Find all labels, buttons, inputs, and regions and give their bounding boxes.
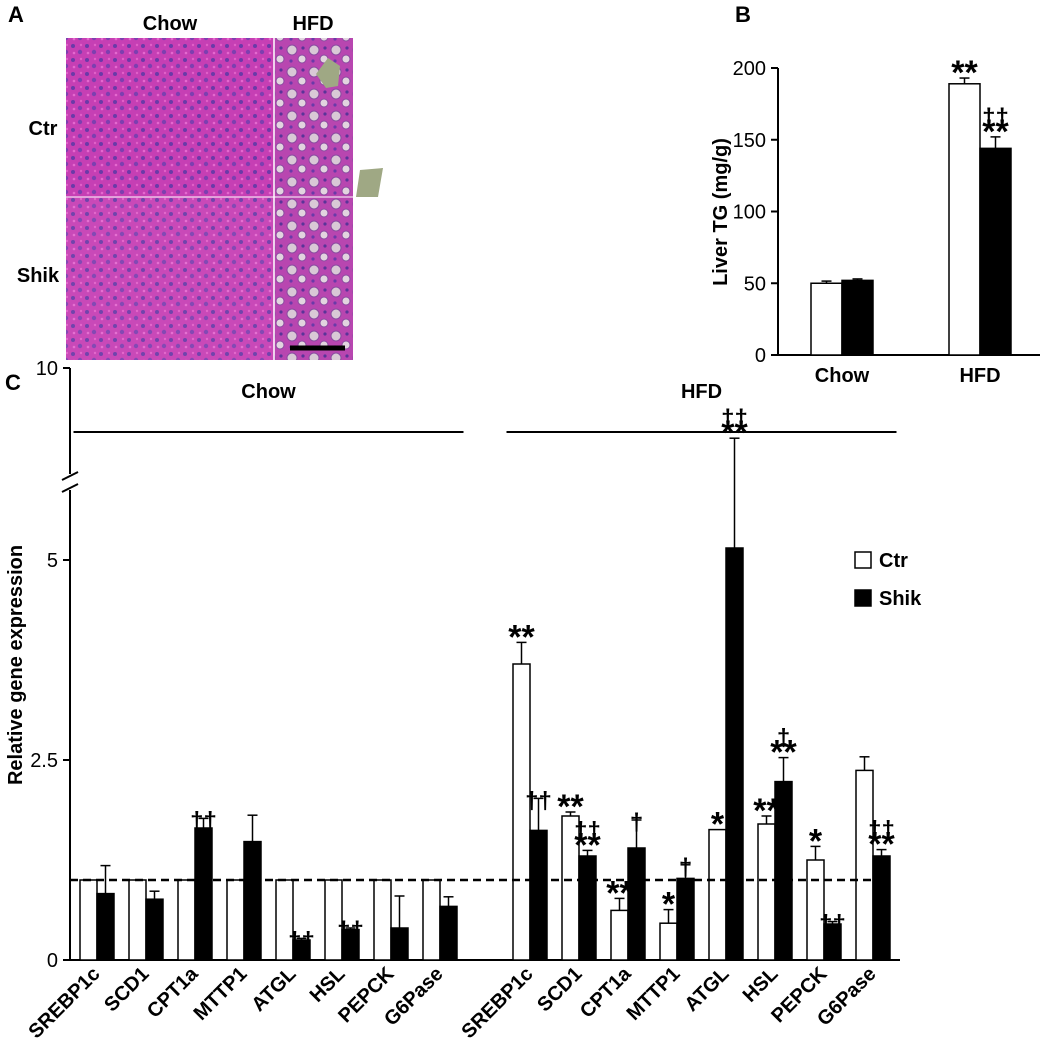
y-axis-label: Liver TG (mg/g) (710, 138, 732, 286)
significance-label: ** (982, 113, 1009, 151)
x-tick-label: SREBP1c (25, 963, 105, 1043)
significance-label: * (662, 886, 676, 924)
bar (177, 879, 196, 961)
panel-label: B (735, 2, 751, 27)
significance-label: ** (557, 788, 584, 826)
micrograph (66, 197, 274, 360)
significance-label: ** (951, 54, 978, 92)
bar (948, 83, 981, 356)
bar (872, 855, 891, 961)
lipid-droplet (316, 58, 383, 197)
y-tick-label: 10 (36, 358, 58, 380)
bar (226, 879, 245, 961)
significance-label: ** (721, 414, 748, 452)
micrograph (274, 38, 353, 197)
bar (708, 828, 727, 961)
x-tick-label: HFD (959, 365, 1000, 387)
bar (439, 905, 458, 961)
significance-label: †† (574, 817, 601, 844)
significance-label: † (777, 725, 790, 752)
legend-label: Ctr (879, 550, 908, 572)
bar (855, 769, 874, 961)
bar (659, 922, 678, 961)
y-tick-label: 2.5 (30, 750, 58, 772)
bar (422, 879, 441, 961)
y-axis-label: Relative gene expression (5, 545, 27, 785)
bar (145, 898, 164, 961)
panel-label: C (5, 370, 21, 395)
bar (373, 879, 392, 961)
y-tick-label: 200 (733, 58, 766, 80)
column-label: HFD (292, 13, 333, 35)
significance-label: †† (525, 787, 552, 814)
x-tick-label: ATGL (681, 963, 734, 1016)
x-tick-label: MTTP1 (623, 963, 685, 1025)
bar (194, 827, 213, 961)
bar-chart: B Liver TG (mg/g) 0 50 100 150 200 Chow HFD ****†… (710, 2, 1040, 387)
panel-label: A (8, 2, 24, 27)
y-tick-label: 0 (755, 345, 766, 367)
bar (96, 892, 115, 961)
bar (774, 780, 793, 961)
bar-chart: C Relative gene expression 0 2.5 5 10 Chow HFD S… (5, 358, 922, 1043)
x-tick-label: HSL (306, 963, 350, 1007)
bar (578, 855, 597, 961)
significance-label: † (679, 854, 692, 881)
group-label: HFD (681, 381, 722, 403)
significance-label: * (809, 822, 823, 860)
bar (128, 879, 147, 961)
y-tick-label: 100 (733, 202, 766, 224)
row-label: Ctr (29, 118, 58, 140)
legend-swatch (854, 551, 872, 569)
x-tick-label: HSL (739, 963, 783, 1007)
significance-label: ** (574, 826, 601, 864)
significance-label: †† (288, 927, 315, 954)
significance-label: † (630, 809, 643, 836)
x-tick-label: Chow (815, 365, 870, 387)
x-tick-label: MTTP1 (190, 963, 252, 1025)
axis-break (61, 483, 79, 493)
y-tick-label: 150 (733, 130, 766, 152)
bar (979, 147, 1012, 356)
legend-swatch (854, 589, 872, 607)
micrograph (66, 38, 274, 197)
bar (841, 279, 874, 356)
significance-label: †† (337, 917, 364, 944)
bar (676, 877, 695, 961)
row-label: Shik (17, 265, 60, 287)
group-label: Chow (241, 381, 296, 403)
significance-label: †† (982, 104, 1009, 131)
significance-label: ** (770, 734, 797, 772)
micrograph (274, 197, 353, 360)
significance-label: †† (868, 817, 895, 844)
significance-label: †† (190, 807, 217, 834)
x-tick-label: ATGL (248, 963, 301, 1016)
bar (725, 547, 744, 961)
bar (243, 840, 262, 961)
panel-a: A Chow HFD Ctr Shik (8, 2, 383, 360)
bar (79, 879, 98, 961)
bar (610, 909, 629, 961)
x-tick-label: SREBP1c (458, 963, 538, 1043)
significance-label: * (711, 806, 725, 844)
bar (757, 823, 776, 961)
bar (390, 927, 409, 961)
y-tick-label: 5 (47, 550, 58, 572)
y-tick-label: 50 (744, 273, 766, 295)
axis-break (61, 471, 79, 481)
y-tick-label: 0 (47, 950, 58, 972)
bar (627, 847, 646, 961)
significance-label: ** (508, 618, 535, 656)
significance-label: †† (721, 405, 748, 432)
significance-label: †† (819, 911, 846, 938)
bar (529, 829, 548, 961)
legend-label: Shik (879, 588, 922, 610)
significance-label: ** (868, 826, 895, 864)
column-label: Chow (143, 13, 198, 35)
bar (810, 282, 843, 356)
